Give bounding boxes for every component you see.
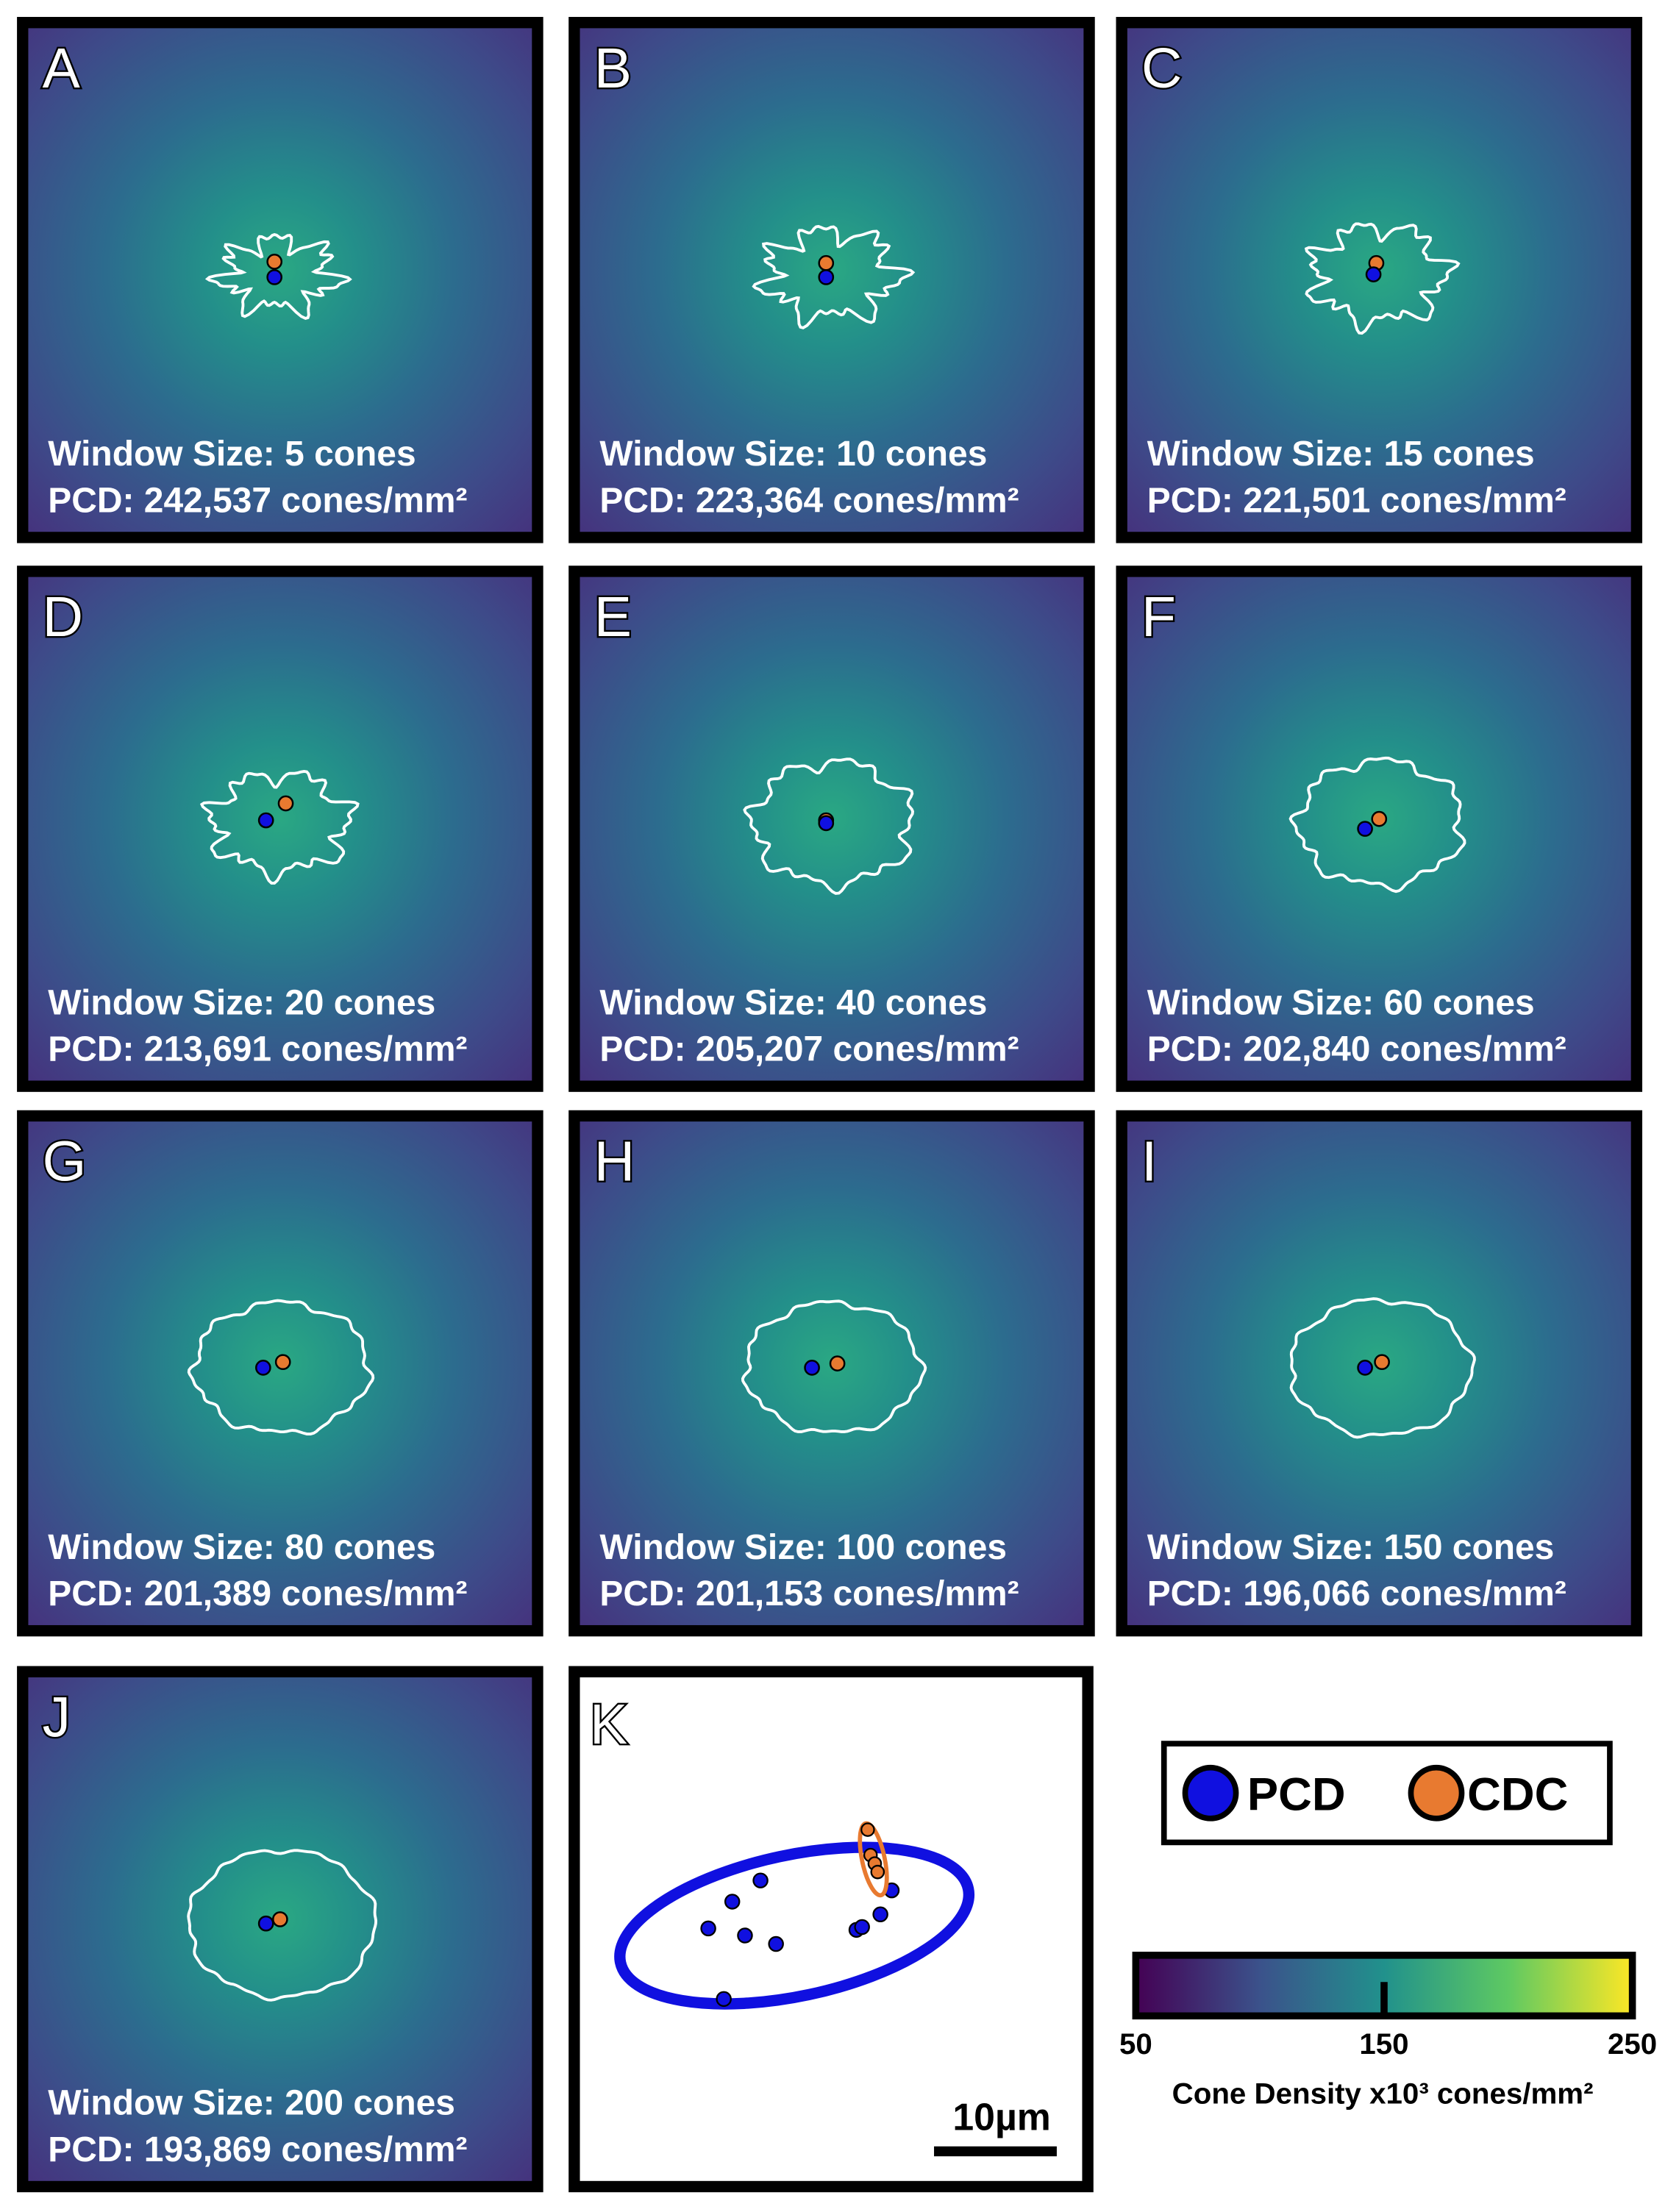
pcd-marker xyxy=(257,812,274,829)
contour xyxy=(199,770,360,885)
panel: J Window Size: 200 cones PCD: 193,869 cone… xyxy=(17,1666,543,2193)
panel: F Window Size: 60 cones PCD: 202,840 cones… xyxy=(1116,566,1643,1092)
heatmap xyxy=(568,566,1095,1092)
panel-letter: F xyxy=(1141,586,1176,649)
pcd-marker xyxy=(818,269,835,285)
panel-letter: J xyxy=(43,1687,71,1749)
pcd-marker xyxy=(266,269,283,285)
pcd-value: PCD: 201,153 cones/mm² xyxy=(599,1574,1019,1613)
contour xyxy=(1289,1297,1476,1439)
legend-pcd-marker xyxy=(1182,1764,1239,1822)
colorbar-label: Cone Density x10³ cones/mm² xyxy=(1172,2077,1594,2110)
pcd-value: PCD: 205,207 cones/mm² xyxy=(599,1030,1019,1069)
colorbar-tick-label: 150 xyxy=(1359,2027,1408,2061)
pcd-value: PCD: 196,066 cones/mm² xyxy=(1147,1574,1566,1613)
panel: G Window Size: 80 cones PCD: 201,389 cones… xyxy=(17,1110,543,1637)
cdc-marker xyxy=(274,1354,291,1371)
pcd-marker xyxy=(257,1915,274,1932)
window-size: Window Size: 80 cones xyxy=(48,1528,435,1567)
pcd-value: PCD: 202,840 cones/mm² xyxy=(1147,1030,1566,1069)
pcd-value: PCD: 242,537 cones/mm² xyxy=(48,481,467,520)
window-size: Window Size: 10 cones xyxy=(599,435,987,474)
contour xyxy=(204,233,352,321)
pcd-marker xyxy=(1357,1360,1373,1376)
window-size: Window Size: 200 cones xyxy=(48,2084,455,2123)
contour xyxy=(187,1849,378,2002)
colorbar-tick-label: 250 xyxy=(1608,2027,1657,2061)
legend-label: PCD xyxy=(1247,1769,1346,1820)
colorbar-tick-label: 50 xyxy=(1119,2027,1152,2061)
pcd-value: PCD: 221,501 cones/mm² xyxy=(1147,481,1566,520)
window-size: Window Size: 150 cones xyxy=(1147,1528,1555,1567)
panel: E Window Size: 40 cones PCD: 205,207 cones… xyxy=(568,566,1095,1092)
pcd-ellipse xyxy=(614,1841,975,2010)
panel-letter: C xyxy=(1141,38,1182,100)
window-size: Window Size: 15 cones xyxy=(1147,435,1535,474)
cdc-marker xyxy=(1371,810,1388,827)
window-size: Window Size: 100 cones xyxy=(599,1528,1007,1567)
cdc-marker xyxy=(266,254,283,270)
panel-letter: E xyxy=(594,586,632,649)
cdc-marker xyxy=(272,1911,288,1927)
panel: H Window Size: 100 cones PCD: 201,153 cone… xyxy=(568,1110,1095,1637)
contour xyxy=(1304,222,1461,335)
pcd-value: PCD: 223,364 cones/mm² xyxy=(599,481,1019,520)
pcd-value: PCD: 213,691 cones/mm² xyxy=(48,1030,467,1069)
cdc-marker xyxy=(818,254,835,271)
pcd-marker xyxy=(1365,266,1382,282)
panel: A Window Size: 5 cones PCD: 242,537 cones/… xyxy=(17,17,543,543)
heatmap xyxy=(1116,17,1643,543)
contour xyxy=(743,757,915,895)
contour xyxy=(1288,756,1466,893)
pcd-value: PCD: 193,869 cones/mm² xyxy=(48,2130,467,2169)
panel-letter: D xyxy=(43,586,83,649)
heatmap xyxy=(568,1110,1095,1637)
panel-letter: B xyxy=(594,38,632,100)
heatmap xyxy=(17,1666,543,2193)
heatmap xyxy=(17,566,543,1092)
legend-cdc-marker xyxy=(1408,1764,1465,1822)
window-size: Window Size: 20 cones xyxy=(48,983,435,1022)
pcd-marker xyxy=(1357,821,1373,837)
heatmap xyxy=(1116,1110,1643,1637)
pcd-marker xyxy=(255,1360,271,1376)
panel: C Window Size: 15 cones PCD: 221,501 cones… xyxy=(1116,17,1643,543)
heatmap xyxy=(1116,566,1643,1092)
cdc-marker xyxy=(829,1355,846,1371)
panel-k-frame xyxy=(568,1666,1094,2193)
panel: B Window Size: 10 cones PCD: 223,364 cones… xyxy=(568,17,1095,543)
legend-label: CDC xyxy=(1467,1769,1568,1820)
cdc-marker xyxy=(1374,1354,1390,1371)
panel: I Window Size: 150 cones PCD: 196,066 cone… xyxy=(1116,1110,1643,1637)
window-size: Window Size: 60 cones xyxy=(1147,983,1535,1022)
pcd-marker xyxy=(818,815,835,832)
contour xyxy=(187,1299,375,1435)
scale-bar-label: 10µm xyxy=(952,2096,1050,2138)
contour xyxy=(752,224,916,329)
window-size: Window Size: 40 cones xyxy=(599,983,987,1022)
window-size: Window Size: 5 cones xyxy=(48,435,416,474)
panel-letter: I xyxy=(1141,1131,1157,1194)
panel: D Window Size: 20 cones PCD: 213,691 cones… xyxy=(17,566,543,1092)
heatmap xyxy=(17,1110,543,1637)
cdc-points xyxy=(860,1822,885,1880)
pcd-marker xyxy=(804,1360,820,1376)
cdc-marker xyxy=(277,795,294,812)
contour xyxy=(741,1299,927,1433)
panel-letter: H xyxy=(594,1131,635,1194)
pcd-value: PCD: 201,389 cones/mm² xyxy=(48,1574,467,1613)
panel-letter: A xyxy=(43,38,81,100)
panel-letter: K xyxy=(590,1694,627,1756)
panel-letter: G xyxy=(43,1131,87,1194)
